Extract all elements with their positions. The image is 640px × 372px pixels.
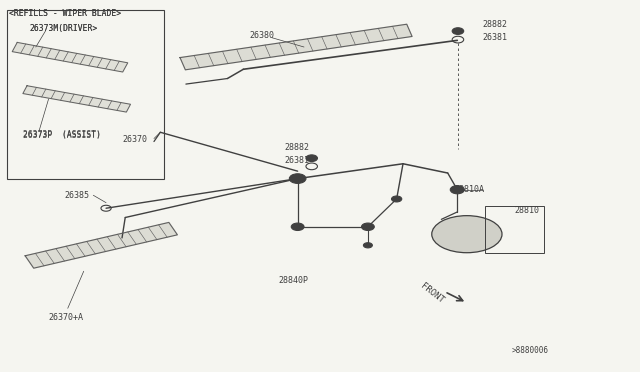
Circle shape bbox=[289, 174, 306, 183]
Polygon shape bbox=[25, 222, 177, 268]
Bar bbox=[7, 10, 164, 179]
Polygon shape bbox=[23, 86, 131, 112]
Text: 26373P  (ASSIST): 26373P (ASSIST) bbox=[23, 131, 101, 141]
Circle shape bbox=[451, 186, 465, 194]
Circle shape bbox=[306, 155, 317, 161]
Text: 28810: 28810 bbox=[515, 206, 540, 215]
Text: 28882: 28882 bbox=[285, 142, 310, 151]
Text: 26381: 26381 bbox=[483, 33, 508, 42]
Circle shape bbox=[452, 28, 464, 35]
Text: <REFILLS - WIPER BLADE>: <REFILLS - WIPER BLADE> bbox=[9, 9, 121, 18]
Text: 26381: 26381 bbox=[285, 155, 310, 164]
Circle shape bbox=[392, 196, 402, 202]
Ellipse shape bbox=[432, 216, 502, 253]
Polygon shape bbox=[180, 24, 412, 70]
Text: 26370: 26370 bbox=[122, 135, 147, 144]
Text: FRONT: FRONT bbox=[419, 282, 445, 305]
Bar bbox=[484, 206, 543, 253]
Polygon shape bbox=[12, 42, 128, 72]
Text: >8880006: >8880006 bbox=[511, 346, 548, 355]
Text: <REFILLS - WIPER BLADE>: <REFILLS - WIPER BLADE> bbox=[9, 9, 121, 18]
Circle shape bbox=[362, 223, 374, 231]
Circle shape bbox=[291, 223, 304, 231]
Circle shape bbox=[456, 30, 461, 33]
Circle shape bbox=[454, 188, 461, 192]
Text: 28810A: 28810A bbox=[454, 185, 484, 194]
Text: 28882: 28882 bbox=[483, 20, 508, 29]
Text: 26373M(DRIVER>: 26373M(DRIVER> bbox=[29, 24, 98, 33]
Text: 28840P: 28840P bbox=[278, 276, 308, 285]
Text: 26373M(DRIVER>: 26373M(DRIVER> bbox=[29, 24, 98, 33]
Circle shape bbox=[364, 243, 372, 248]
Text: 26380: 26380 bbox=[250, 31, 275, 41]
Text: 26373P  (ASSIST): 26373P (ASSIST) bbox=[23, 129, 101, 139]
Text: 26370+A: 26370+A bbox=[49, 313, 84, 322]
Text: 26385: 26385 bbox=[65, 191, 90, 200]
Circle shape bbox=[309, 157, 314, 160]
Circle shape bbox=[294, 177, 301, 180]
